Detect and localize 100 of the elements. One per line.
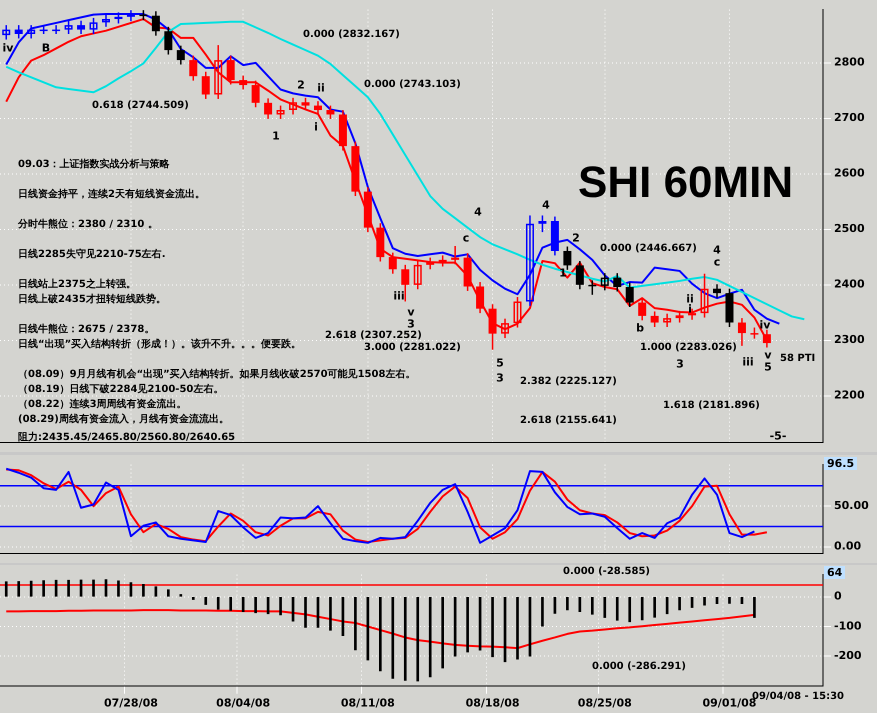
bar bbox=[428, 597, 432, 678]
annotation: 日线站上2375之上转强。 bbox=[18, 277, 136, 291]
candlestick bbox=[688, 308, 696, 321]
bar bbox=[378, 597, 382, 672]
bar bbox=[616, 597, 619, 621]
candlestick bbox=[226, 54, 235, 86]
bar bbox=[504, 597, 506, 662]
bar bbox=[528, 597, 532, 656]
candlestick bbox=[176, 44, 185, 66]
candlestick bbox=[388, 252, 397, 274]
annotation: 0.000 (2743.103) bbox=[364, 79, 461, 90]
candlestick bbox=[676, 310, 684, 324]
annotation: (08.29)周线有资金流入，月线有资金流流出。 bbox=[18, 412, 229, 426]
annotation: 1 bbox=[559, 266, 567, 280]
candlestick bbox=[451, 245, 460, 266]
candlestick bbox=[476, 281, 484, 314]
annotation: iii bbox=[742, 356, 754, 368]
x-tick-label: 08/25/08 bbox=[578, 696, 632, 710]
bar bbox=[441, 597, 444, 668]
annotation: ii bbox=[686, 292, 694, 306]
candlestick bbox=[90, 17, 98, 35]
bar bbox=[329, 597, 332, 631]
candlestick bbox=[638, 297, 646, 322]
bar bbox=[491, 597, 494, 658]
bar bbox=[740, 597, 744, 604]
bar bbox=[566, 597, 569, 610]
bar bbox=[603, 597, 606, 618]
candlestick bbox=[663, 312, 672, 328]
annotation: B bbox=[42, 42, 50, 54]
y-tick-label: 0.00 bbox=[834, 540, 862, 553]
candlestick bbox=[2, 24, 10, 40]
bar bbox=[242, 597, 244, 612]
text: 96.5 bbox=[824, 457, 858, 470]
annotation: 0.000 (2832.167) bbox=[303, 29, 400, 40]
annotation: 日线牛熊位：2675 / 2378。 bbox=[18, 322, 154, 336]
y-tick-label: 2600 bbox=[834, 166, 865, 180]
y-tick-label: 2800 bbox=[834, 56, 865, 69]
bar bbox=[640, 597, 644, 620]
text: 64 bbox=[824, 566, 846, 579]
bar bbox=[716, 597, 718, 604]
candlestick bbox=[438, 254, 447, 268]
annotation: 09.03：上证指数实战分析与策略 bbox=[18, 157, 170, 171]
bar bbox=[117, 580, 120, 597]
bar bbox=[391, 597, 394, 679]
annotation: 0.000 (-28.585) bbox=[563, 566, 650, 577]
annotation: 日线资金持平，连续2天有短线资金流出。 bbox=[18, 187, 205, 201]
annotation: 3 bbox=[676, 358, 684, 370]
bar bbox=[342, 597, 344, 636]
candlestick bbox=[526, 214, 534, 307]
y-tick-label: 2700 bbox=[834, 111, 865, 124]
bar bbox=[92, 580, 95, 597]
annotation: 2.618 (2155.641) bbox=[520, 415, 617, 426]
x-tick-label: 08/04/08 bbox=[216, 696, 270, 710]
annotation: 0.618 (2744.509) bbox=[92, 100, 189, 111]
bar bbox=[279, 597, 282, 616]
candlestick bbox=[27, 24, 36, 40]
bar bbox=[554, 597, 556, 614]
bar bbox=[404, 597, 407, 681]
annotation: i bbox=[314, 120, 318, 134]
candlestick bbox=[650, 310, 659, 328]
bar bbox=[666, 597, 668, 614]
bar bbox=[67, 580, 70, 597]
annotation: （08.09）9月月线有机会“出现”买入结构转折。如果月线收破2570可能见1508左右。 bbox=[18, 368, 416, 381]
annotation: （08.19）日线下破2284见2100-50左右。 bbox=[18, 382, 224, 396]
annotation: 阻力:2435.45/2465.80/2560.80/2640.65 bbox=[18, 430, 236, 444]
candlestick bbox=[750, 326, 758, 340]
bar bbox=[192, 597, 195, 600]
candlestick bbox=[588, 280, 596, 296]
bar bbox=[266, 597, 270, 614]
candlestick bbox=[139, 9, 148, 21]
annotation: c bbox=[462, 232, 470, 244]
bar bbox=[316, 597, 320, 628]
bar bbox=[628, 597, 632, 622]
candlestick bbox=[302, 97, 310, 111]
candlestick bbox=[202, 70, 210, 100]
bar bbox=[142, 584, 145, 597]
candlestick bbox=[264, 98, 272, 120]
x-tick-label: 07/28/08 bbox=[104, 696, 158, 710]
annotation: 4 bbox=[542, 198, 550, 212]
bar bbox=[703, 597, 706, 606]
candlestick bbox=[289, 97, 298, 116]
annotation: 3.000 (2281.022) bbox=[364, 342, 461, 353]
annotation: 0.000 (-286.291) bbox=[592, 661, 686, 672]
candlestick bbox=[152, 10, 160, 36]
annotation: 5 bbox=[496, 356, 504, 370]
annotation: -5- bbox=[770, 430, 786, 442]
bar bbox=[17, 581, 20, 597]
bar bbox=[416, 597, 420, 682]
candlestick bbox=[513, 296, 522, 328]
annotation: c bbox=[714, 256, 720, 268]
bar bbox=[366, 597, 370, 660]
bar bbox=[753, 597, 756, 618]
annotation: （08.22）连续3周周线有资金流出。 bbox=[18, 397, 187, 411]
y-tick-label: 0 bbox=[834, 590, 842, 603]
candlestick bbox=[626, 282, 634, 308]
y-tick-label: -200 bbox=[834, 649, 862, 662]
bar bbox=[54, 580, 58, 597]
bar bbox=[578, 597, 582, 612]
bar bbox=[254, 597, 257, 614]
text: SHI 60MIN bbox=[578, 158, 794, 208]
